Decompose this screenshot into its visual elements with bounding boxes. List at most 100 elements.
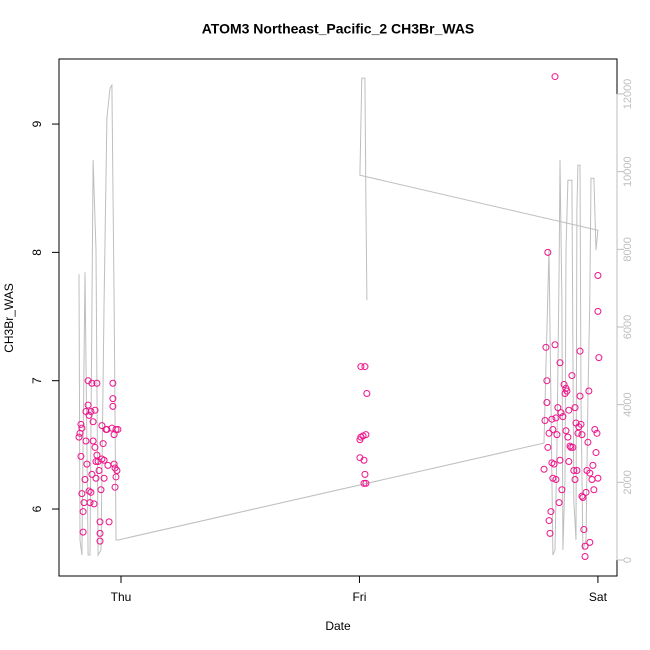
data-point [91, 443, 99, 451]
data-point [91, 406, 99, 414]
data-point [549, 474, 557, 482]
x-tick-label: Sat [589, 590, 608, 604]
data-point [560, 381, 568, 389]
data-point [592, 449, 600, 457]
data-point [554, 404, 562, 412]
data-point [585, 387, 593, 395]
data-point [77, 452, 85, 460]
data-point [551, 73, 559, 81]
data-point [567, 443, 575, 451]
y-tick-label: 9 [30, 120, 44, 127]
data-point [549, 425, 557, 433]
chart-title: ATOM3 Northeast_Pacific_2 CH3Br_WAS [202, 21, 475, 37]
data-point [84, 401, 92, 409]
data-point [88, 379, 96, 387]
data-point [109, 379, 117, 387]
data-point [363, 390, 371, 398]
data-point [542, 343, 550, 351]
data-point [93, 379, 101, 387]
data-point [96, 518, 104, 526]
data-point [543, 399, 551, 407]
data-point [95, 467, 103, 475]
data-point [582, 488, 590, 496]
y2-tick-label: 6000 [622, 315, 634, 339]
y2-tick-label: 4000 [622, 392, 634, 416]
data-point [541, 416, 549, 424]
data-point [573, 467, 581, 475]
data-point [581, 542, 589, 550]
data-point [360, 456, 368, 464]
data-point [77, 420, 85, 428]
data-point [557, 409, 565, 417]
data-point [82, 437, 90, 445]
data-point [90, 500, 98, 508]
data-point [85, 411, 93, 419]
data-point [556, 456, 564, 464]
data-point [111, 483, 119, 491]
data-point [109, 402, 117, 410]
data-point [85, 487, 93, 495]
y2-tick-label: 0 [622, 557, 634, 563]
data-point [569, 443, 577, 451]
data-point [97, 486, 105, 494]
data-point [113, 467, 121, 475]
data-point [544, 248, 552, 256]
data-point [78, 424, 86, 432]
data-point [89, 437, 97, 445]
altitude-line [78, 77, 599, 557]
data-point [565, 406, 573, 414]
y-tick-label: 6 [30, 505, 44, 512]
data-point [546, 529, 554, 537]
data-point [570, 467, 578, 475]
y-axis-label: CH3Br_WAS [2, 283, 16, 353]
data-point [103, 425, 111, 433]
data-point [562, 427, 570, 435]
data-point [86, 499, 94, 507]
y-tick-label: 8 [30, 249, 44, 256]
data-point [577, 420, 585, 428]
data-point [594, 307, 602, 315]
data-point [78, 490, 86, 498]
data-point [591, 425, 599, 433]
y2-tick-label: 2000 [622, 470, 634, 494]
data-point [578, 431, 586, 439]
data-point [98, 422, 106, 430]
data-point [361, 470, 369, 478]
data-point [540, 465, 548, 473]
data-point [99, 440, 107, 448]
data-point [361, 363, 369, 371]
data-point [360, 479, 368, 487]
data-point [109, 395, 117, 403]
data-point [551, 341, 559, 349]
y2-tick-label: 10000 [622, 156, 634, 187]
data-point [550, 460, 558, 468]
data-point [357, 363, 365, 371]
y-tick-label: 7 [30, 377, 44, 384]
data-point [563, 387, 571, 395]
data-point [553, 431, 561, 439]
data-point [594, 474, 602, 482]
data-point [544, 443, 552, 451]
data-point [589, 461, 597, 469]
data-point [100, 456, 108, 464]
data-point [362, 431, 370, 439]
data-point [543, 377, 551, 385]
data-point [112, 473, 120, 481]
x-axis-label: Date [325, 619, 351, 633]
data-point [92, 474, 100, 482]
data-point [547, 508, 555, 516]
data-point [548, 415, 556, 423]
data-point [79, 508, 87, 516]
data-point [81, 476, 89, 484]
data-point [586, 538, 594, 546]
data-point [552, 476, 560, 484]
data-point [110, 460, 118, 468]
data-point [114, 425, 122, 433]
data-point [584, 438, 592, 446]
data-point [565, 458, 573, 466]
data-point [576, 392, 584, 400]
data-point [593, 429, 601, 437]
data-point [579, 493, 587, 501]
data-point [545, 517, 553, 525]
